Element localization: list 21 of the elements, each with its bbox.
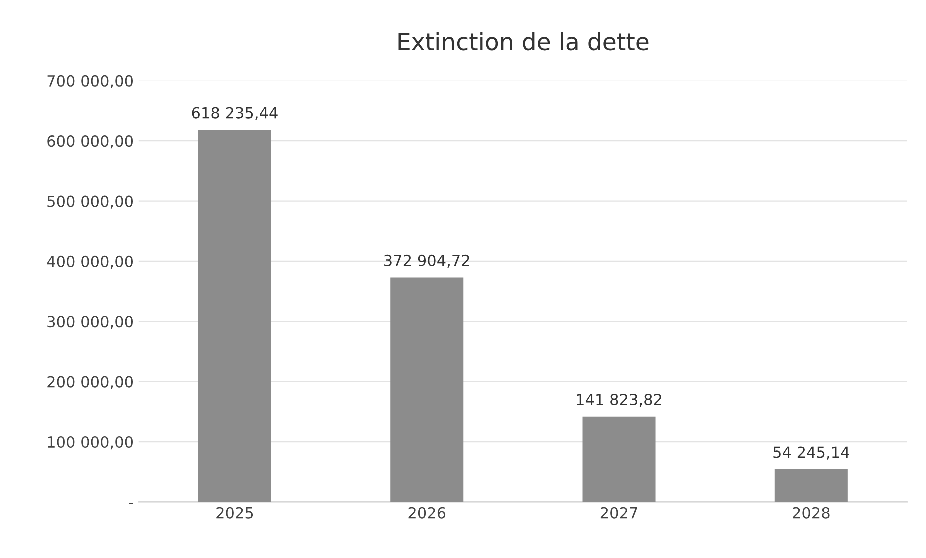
- y-tick-label: 500 000,00: [48, 196, 134, 209]
- y-tick-label: 700 000,00: [48, 75, 134, 88]
- bar: [198, 130, 272, 502]
- y-tick-label: 600 000,00: [48, 136, 134, 149]
- y-tick-label: 200 000,00: [48, 376, 134, 390]
- bar: [390, 278, 464, 502]
- y-tick-label: 100 000,00: [48, 436, 134, 450]
- bar: [582, 416, 656, 502]
- data-label: 141 823,82: [577, 394, 662, 408]
- data-label: 54 245,14: [774, 446, 850, 460]
- bar: [774, 470, 848, 502]
- x-tick-label: 2025: [216, 507, 254, 519]
- data-label: 618 235,44: [192, 107, 278, 120]
- y-tick-label: -: [129, 503, 134, 504]
- chart-title: Extinction de la dette: [398, 32, 649, 51]
- data-label: 372 904,72: [384, 254, 470, 268]
- x-tick-label: 2026: [408, 507, 446, 519]
- x-tick-label: 2028: [793, 507, 830, 519]
- y-tick-label: 400 000,00: [47, 256, 134, 270]
- x-tick-label: 2027: [600, 507, 638, 519]
- y-tick-label: 300 000,00: [48, 316, 134, 330]
